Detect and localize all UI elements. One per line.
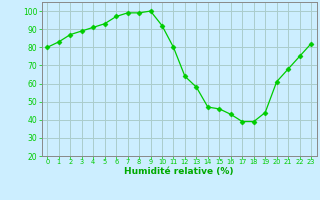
X-axis label: Humidité relative (%): Humidité relative (%) <box>124 167 234 176</box>
